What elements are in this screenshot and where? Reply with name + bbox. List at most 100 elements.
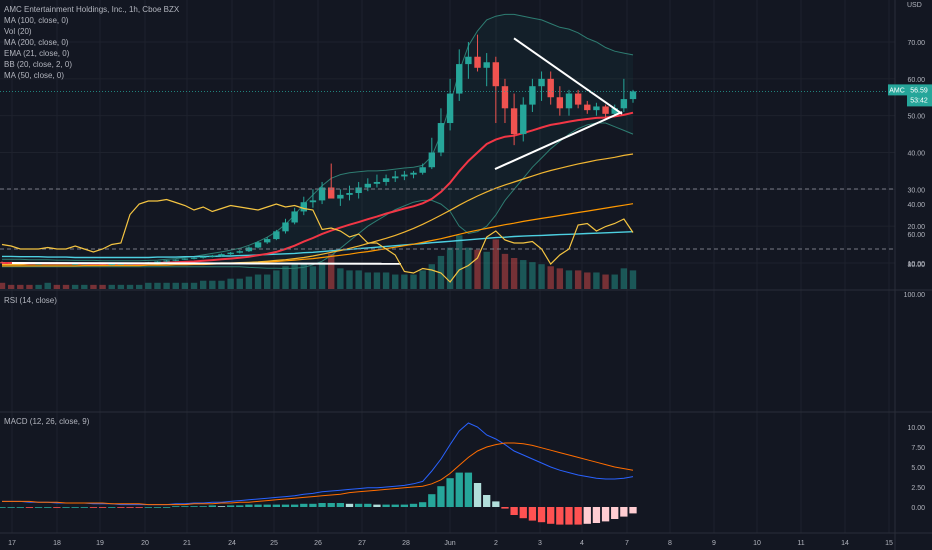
x-tick-12: 3 — [538, 540, 542, 547]
macd-histogram-bar — [208, 505, 216, 507]
volume-bar — [264, 274, 271, 289]
macd-histogram-bar — [492, 501, 500, 507]
macd-histogram-bar — [89, 507, 98, 508]
volume-bar — [373, 272, 381, 289]
candle-body — [190, 257, 198, 259]
bb-fill — [2, 14, 633, 269]
macd-histogram-bar — [354, 503, 363, 507]
candle-body — [236, 251, 243, 253]
candle-body — [254, 242, 262, 248]
macd-histogram-bar — [7, 507, 15, 508]
x-tick-17: 10 — [753, 540, 761, 547]
macd-histogram-bar — [281, 504, 290, 507]
x-tick-10: Jun — [444, 540, 455, 547]
macd-histogram-bar — [236, 505, 244, 507]
volume-bar — [492, 239, 500, 289]
symbol-title: AMC Entertainment Holdings, Inc., 1h, Cb… — [4, 5, 180, 14]
volume-bar — [309, 266, 317, 289]
candle-body — [163, 260, 170, 262]
volume-bar — [90, 284, 97, 289]
volume-bar — [300, 264, 307, 289]
macd-histogram-bar — [583, 507, 591, 524]
macd-histogram-bar — [565, 507, 573, 525]
indicator-vol[interactable]: Vol (20) — [4, 27, 32, 36]
candle-body — [108, 264, 115, 266]
volume-bar — [209, 280, 216, 289]
indicator-ma100[interactable]: MA (100, close, 0) — [4, 16, 69, 25]
macd-histogram-bar — [98, 507, 107, 508]
candle-body — [629, 91, 637, 100]
volume-bar — [593, 272, 600, 289]
macd-histogram-bar — [254, 504, 262, 507]
candle-body — [437, 123, 445, 153]
countdown-text: 53:42 — [910, 97, 928, 104]
macd-histogram-bar — [391, 504, 399, 507]
macd-histogram-bar — [44, 507, 52, 508]
indicator-bb[interactable]: BB (20, close, 2, 0) — [4, 60, 73, 69]
x-tick-11: 2 — [494, 540, 498, 547]
candle-body — [483, 62, 490, 68]
macd-histogram-bar — [126, 507, 134, 508]
volume-bar — [154, 282, 161, 289]
trendline-2 — [11, 262, 402, 265]
macd-histogram-bar — [382, 504, 390, 507]
price-tick-2: 30.00 — [907, 187, 925, 194]
volume-bar — [62, 284, 70, 289]
volume-bar — [172, 282, 179, 289]
volume-bar — [611, 274, 618, 289]
volume-bar — [135, 284, 143, 289]
macd-histogram-bar — [629, 507, 637, 514]
volume-bar — [483, 251, 490, 289]
indicator-ma50[interactable]: MA (50, close, 0) — [4, 71, 65, 80]
macd-histogram-bar — [217, 506, 226, 507]
x-tick-14: 7 — [625, 540, 629, 547]
macd-histogram-bar — [290, 504, 299, 507]
macd-legend[interactable]: MACD (12, 26, close, 9) — [4, 417, 90, 426]
volume-bar — [199, 280, 207, 289]
candle-body — [593, 106, 600, 111]
macd-histogram-bar — [318, 503, 326, 507]
ma200-line — [2, 231, 634, 259]
volume-bar — [99, 284, 106, 289]
rsi-legend[interactable]: RSI (14, close) — [4, 296, 57, 305]
volume-bar — [465, 247, 472, 289]
candle-body — [465, 56, 472, 65]
candle-body — [556, 97, 564, 109]
candle-body — [71, 263, 79, 265]
volume-bar — [26, 284, 33, 289]
candle-body — [373, 181, 381, 184]
signal-line — [2, 442, 634, 506]
candle-body — [565, 93, 573, 109]
candle-body — [584, 104, 591, 111]
indicator-ma200[interactable]: MA (200, close, 0) — [4, 38, 69, 47]
macd-histogram-bar — [611, 507, 619, 519]
volume-bar — [474, 249, 481, 289]
volume-bar — [190, 282, 198, 289]
rsi-tick-3: 100.00 — [904, 292, 926, 299]
macd-histogram-bar — [16, 507, 24, 508]
macd-tick-0: 0.00 — [911, 505, 925, 512]
volume-bar — [355, 270, 362, 289]
candle-body — [401, 174, 408, 177]
volume-bar — [410, 274, 417, 289]
volume-bar — [346, 270, 353, 289]
volume-bar — [565, 270, 573, 289]
candle-body — [117, 263, 125, 265]
price-tick-4: 50.00 — [907, 114, 925, 121]
ma100-line — [2, 203, 634, 267]
bb-upper-line — [2, 13, 634, 262]
macd-histogram-bar — [455, 472, 463, 507]
candle-body — [382, 178, 390, 182]
volume-bar — [254, 274, 262, 289]
x-tick-5: 24 — [228, 540, 236, 547]
volume-bar — [126, 284, 134, 289]
indicator-ema21[interactable]: EMA (21, close, 0) — [4, 49, 70, 58]
macd-histogram-bar — [190, 506, 198, 507]
volume-bar — [602, 274, 609, 289]
volume-bar — [53, 284, 61, 289]
candle-body — [410, 172, 417, 175]
price-tick-1: 20.00 — [907, 224, 925, 231]
macd-histogram-bar — [345, 503, 354, 507]
candle-body — [501, 86, 509, 109]
